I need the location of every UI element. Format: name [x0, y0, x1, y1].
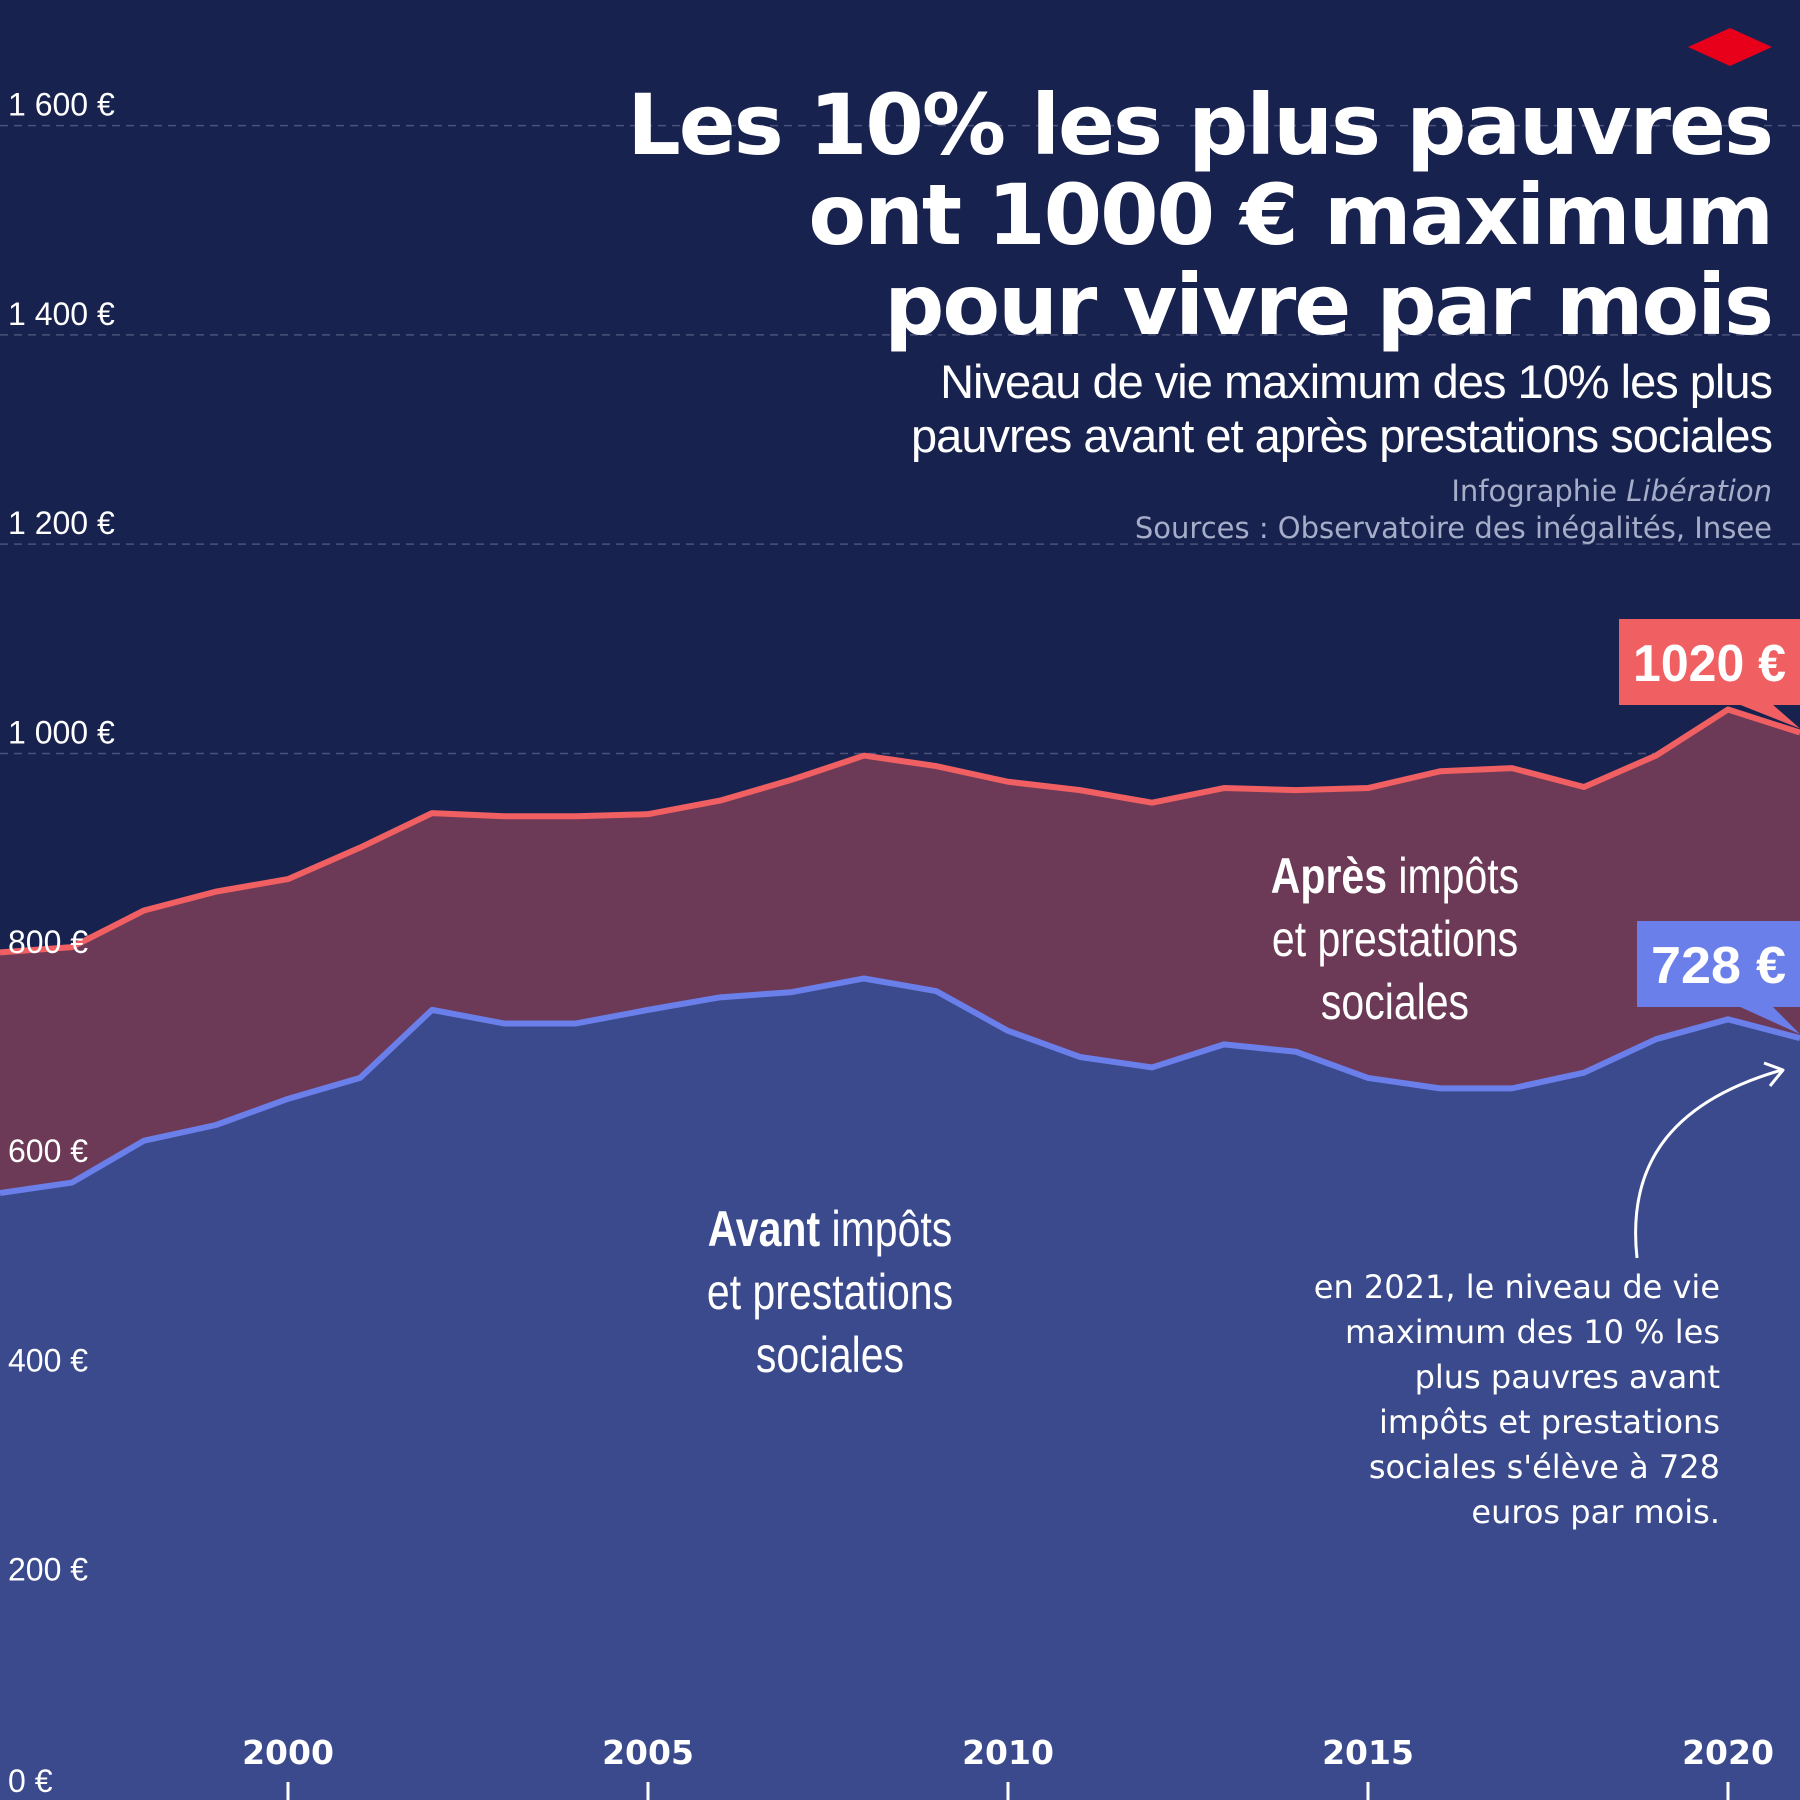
y-tick-label: 0 €	[8, 1763, 53, 1799]
callout-before-value: 728 €	[1651, 937, 1786, 995]
annotation-line: en 2021, le niveau de vie	[1313, 1268, 1720, 1306]
series-label-text: et prestations	[706, 1264, 954, 1320]
series-label-text: sociales	[755, 1327, 905, 1383]
series-line-after	[0, 706, 1800, 956]
callout-after-pointer	[1738, 704, 1800, 729]
credits: Infographie Libération Sources : Observa…	[672, 473, 1772, 547]
series-label-bold: Après	[1270, 848, 1388, 904]
area-after	[0, 709, 1800, 1194]
title-line: ont 1000 € maximum	[808, 166, 1774, 264]
series-label-after: Après impôts et prestations sociales	[1219, 845, 1572, 1034]
y-tick-label: 1 600 €	[8, 87, 115, 123]
annotation-line: plus pauvres avant	[1414, 1358, 1720, 1396]
subtitle-line: pauvres avant et après prestations socia…	[911, 409, 1773, 462]
series-label-bold: Avant	[707, 1201, 821, 1257]
series-label-text: impôts	[1387, 848, 1520, 904]
chart-title: Les 10% les plus pauvres ont 1000 € maxi…	[472, 80, 1774, 350]
x-tick-label: 2020	[1682, 1733, 1774, 1772]
callout-after-box	[1619, 619, 1800, 705]
credit-publication: Libération	[1626, 474, 1772, 508]
annotation-line: sociales s'élève à 728	[1368, 1448, 1720, 1486]
y-tick-label: 200 €	[8, 1552, 88, 1588]
annotation-line: maximum des 10 % les	[1345, 1313, 1720, 1351]
y-tick-label: 1 000 €	[8, 714, 115, 750]
series-label-before: Avant impôts et prestations sociales	[654, 1198, 1007, 1387]
series-label-text: sociales	[1320, 974, 1470, 1030]
annotation-line: impôts et prestations	[1379, 1403, 1720, 1441]
annotation-line: euros par mois.	[1471, 1493, 1720, 1531]
y-tick-label: 600 €	[8, 1133, 88, 1169]
subtitle-line: Niveau de vie maximum des 10% les plus	[940, 355, 1773, 408]
callout-after-value: 1020 €	[1633, 635, 1786, 693]
series-label-text: impôts	[820, 1201, 953, 1257]
chart-subtitle: Niveau de vie maximum des 10% les plus p…	[472, 355, 1773, 463]
y-tick-label: 1 400 €	[8, 296, 115, 332]
credit-sources: Sources : Observatoire des inégalités, I…	[1134, 511, 1772, 545]
y-tick-label: 400 €	[8, 1342, 88, 1378]
annotation-arrow	[1634, 1068, 1783, 1259]
callout-before-pointer	[1738, 1006, 1800, 1035]
title-line: Les 10% les plus pauvres	[627, 76, 1774, 174]
diamond-logo-icon	[1688, 28, 1772, 66]
arrowhead-icon	[1763, 1061, 1785, 1087]
series-line-before	[0, 975, 1800, 1196]
area-before	[0, 978, 1800, 1800]
x-tick-label: 2005	[602, 1733, 694, 1772]
x-tick-label: 2000	[242, 1733, 334, 1772]
y-tick-label: 1 200 €	[8, 505, 115, 541]
series-label-text: et prestations	[1271, 911, 1519, 967]
x-tick-label: 2015	[1322, 1733, 1414, 1772]
credit-prefix: Infographie	[1451, 474, 1618, 508]
title-line: pour vivre par mois	[884, 256, 1774, 354]
x-tick-label: 2010	[962, 1733, 1054, 1772]
annotation-text: en 2021, le niveau de vie maximum des 10…	[1220, 1265, 1720, 1535]
y-tick-label: 800 €	[8, 924, 88, 960]
callout-before-box	[1637, 921, 1800, 1007]
